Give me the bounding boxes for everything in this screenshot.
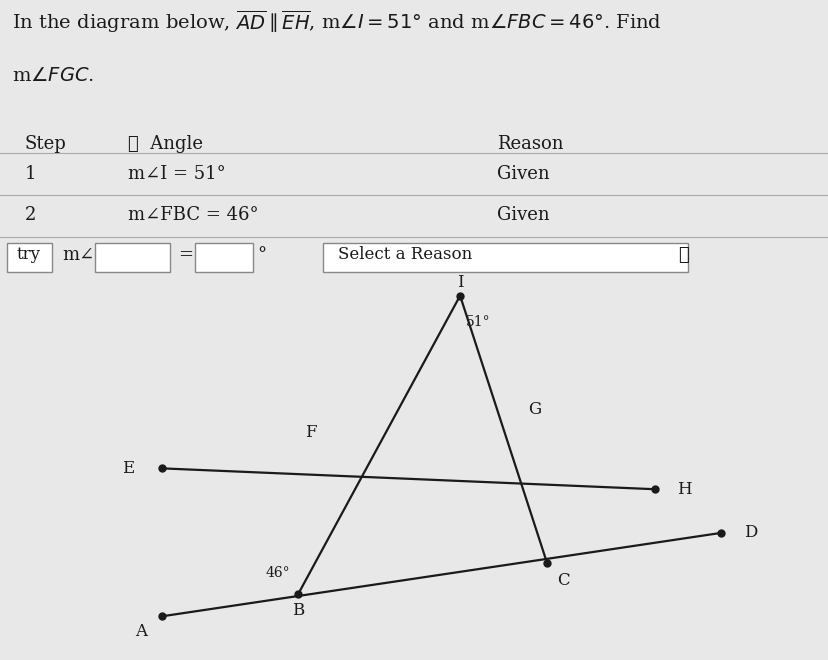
Text: 46°: 46°	[265, 566, 290, 579]
FancyBboxPatch shape	[95, 243, 170, 272]
Text: D: D	[743, 524, 756, 541]
Text: m∠FBC = 46°: m∠FBC = 46°	[128, 206, 259, 224]
Text: 2: 2	[25, 206, 36, 224]
Text: Given: Given	[497, 166, 549, 183]
Text: ⌄: ⌄	[677, 246, 688, 264]
Text: 51°: 51°	[465, 315, 490, 329]
Text: °: °	[257, 246, 266, 264]
Text: ✓  Angle: ✓ Angle	[128, 135, 203, 152]
Text: try: try	[17, 246, 41, 263]
Text: I: I	[456, 274, 463, 291]
Text: 1: 1	[25, 166, 36, 183]
Text: Reason: Reason	[497, 135, 563, 152]
Text: =: =	[178, 246, 193, 264]
FancyBboxPatch shape	[323, 243, 687, 272]
Text: m∠: m∠	[62, 246, 94, 264]
Text: H: H	[676, 480, 691, 498]
Text: G: G	[527, 401, 541, 418]
Text: F: F	[305, 424, 316, 441]
Text: m$\angle FGC$.: m$\angle FGC$.	[12, 67, 94, 85]
Text: In the diagram below, $\overline{AD} \parallel \overline{EH}$, m$\angle I = 51°$: In the diagram below, $\overline{AD} \pa…	[12, 9, 662, 35]
FancyBboxPatch shape	[195, 243, 253, 272]
Text: E: E	[123, 460, 134, 477]
Text: m∠I = 51°: m∠I = 51°	[128, 166, 226, 183]
Text: B: B	[292, 602, 304, 619]
Text: Select a Reason: Select a Reason	[338, 246, 472, 263]
Text: C: C	[556, 572, 570, 589]
Text: Given: Given	[497, 206, 549, 224]
FancyBboxPatch shape	[7, 243, 52, 272]
Text: A: A	[135, 623, 147, 640]
Text: Step: Step	[25, 135, 66, 152]
